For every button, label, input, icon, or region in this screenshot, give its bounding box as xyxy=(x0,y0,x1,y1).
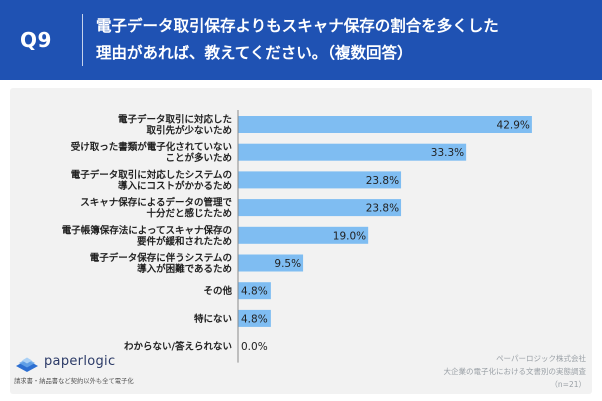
category-label: 特にない xyxy=(194,313,232,325)
category-label: わからない/答えられない xyxy=(124,341,232,353)
value-label: 0.0% xyxy=(241,341,268,353)
question-text: 電子データ取引保存よりもスキャナ保存の割合を多くした 理由があれば、教えてくださ… xyxy=(96,13,586,67)
question-header: Q9 電子データ取引保存よりもスキャナ保存の割合を多くした 理由があれば、教えて… xyxy=(0,0,602,80)
source-note: ペーパーロジック株式会社 大企業の電子化における文書別の実態調査 （n=21） xyxy=(444,352,587,391)
header-divider xyxy=(82,14,83,66)
value-label: 23.8% xyxy=(366,203,399,215)
value-label: 33.3% xyxy=(431,147,464,159)
source-survey: 大企業の電子化における文書別の実態調査 xyxy=(443,367,587,376)
logo-name: paperlogic xyxy=(44,354,116,369)
bar xyxy=(238,116,532,133)
value-label: 9.5% xyxy=(274,258,301,270)
category-label: その他 xyxy=(203,285,232,297)
category-label: 電子データ取引に対応したシステムの導入にコストがかかるため xyxy=(71,169,232,192)
value-label: 42.9% xyxy=(497,120,530,132)
category-label: 受け取った書類が電子化されていないことが多いため xyxy=(71,141,232,164)
value-label: 23.8% xyxy=(366,175,399,187)
bar xyxy=(238,171,402,189)
source-company: ペーパーロジック株式会社 xyxy=(496,354,586,363)
value-label: 19.0% xyxy=(333,230,366,242)
category-label: スキャナ保存によるデータの管理で十分だと感じたため xyxy=(80,197,232,220)
category-label: 電子データ取引に対応した取引先が少ないため xyxy=(118,114,232,137)
category-label: 電子帳簿保存法によってスキャナ保存の要件が緩和されたため xyxy=(62,224,232,247)
value-label: 4.8% xyxy=(241,286,268,298)
bar xyxy=(238,143,467,161)
sample-size: （n=21） xyxy=(550,380,586,389)
category-label: 電子データ保存に伴うシステムの導入が困難であるため xyxy=(90,252,232,275)
bar xyxy=(238,282,271,300)
logo-tagline: 請求書・納品書など契約以外も全て電子化 xyxy=(14,378,134,385)
question-line-2: 理由があれば、教えてください。（複数回答） xyxy=(96,44,413,62)
question-line-1: 電子データ取引保存よりもスキャナ保存の割合を多くした xyxy=(96,17,499,35)
bar xyxy=(238,199,402,217)
company-logo: paperlogic 請求書・納品書など契約以外も全て電子化 xyxy=(14,354,154,390)
bar xyxy=(238,226,369,244)
value-label: 4.8% xyxy=(241,313,268,325)
paperlogic-logo-icon xyxy=(16,357,38,372)
question-number: Q9 xyxy=(20,28,52,52)
bar xyxy=(238,309,271,327)
bar xyxy=(238,254,304,272)
